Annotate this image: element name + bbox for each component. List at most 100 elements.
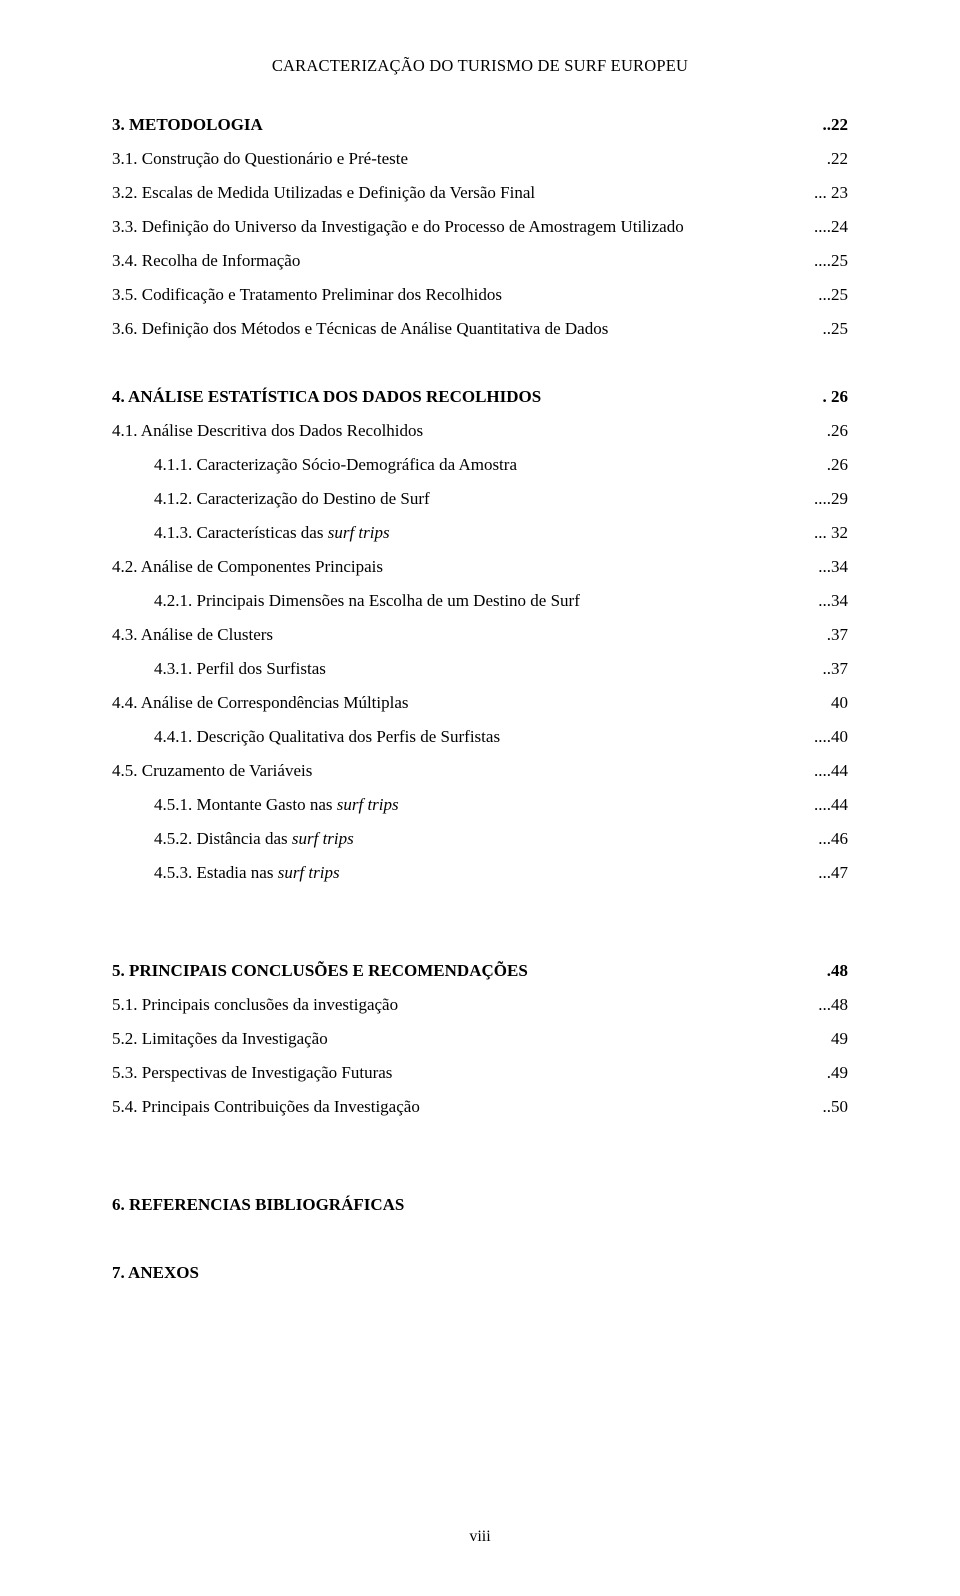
toc-entry: 5.4. Principais Contribuições da Investi…	[112, 1090, 848, 1124]
running-header: CARACTERIZAÇÃO DO TURISMO DE SURF EUROPE…	[112, 56, 848, 76]
toc-label: 4.4. Análise de Correspondências Múltipl…	[112, 686, 409, 720]
toc-heading: 6. REFERENCIAS BIBLIOGRÁFICAS	[112, 1188, 848, 1222]
toc-label: 4.5. Cruzamento de Variáveis	[112, 754, 312, 788]
toc-entry: 4.4.1. Descrição Qualitativa dos Perfis …	[112, 720, 848, 754]
toc-page: 40	[829, 686, 848, 720]
toc-page: ..50	[821, 1090, 849, 1124]
toc-leader	[354, 827, 817, 844]
toc-leader	[392, 1061, 824, 1078]
toc-leader	[608, 317, 820, 334]
toc-entry: 3.5. Codificação e Tratamento Preliminar…	[112, 278, 848, 312]
toc-entry: 3.1. Construção do Questionário e Pré-te…	[112, 142, 848, 176]
toc-leader	[398, 993, 816, 1010]
toc-page: .48	[825, 954, 848, 988]
toc-label: 4.4.1. Descrição Qualitativa dos Perfis …	[154, 720, 500, 754]
toc-gap	[112, 1124, 848, 1188]
toc-entry: 4.1. Análise Descritiva dos Dados Recolh…	[112, 414, 848, 448]
document-page: CARACTERIZAÇÃO DO TURISMO DE SURF EUROPE…	[0, 0, 960, 1596]
toc-page: .49	[825, 1056, 848, 1090]
toc-label: 3.2. Escalas de Medida Utilizadas e Defi…	[112, 176, 535, 210]
toc-label: 3.4. Recolha de Informação	[112, 244, 300, 278]
toc-entry: 3.2. Escalas de Medida Utilizadas e Defi…	[112, 176, 848, 210]
toc-entry: 4.5. Cruzamento de Variáveis ....44	[112, 754, 848, 788]
toc-label: 4.3. Análise de Clusters	[112, 618, 273, 652]
toc-label: 4.2.1. Principais Dimensões na Escolha d…	[154, 584, 580, 618]
toc-leader	[399, 793, 812, 810]
toc-label: 4. ANÁLISE ESTATÍSTICA DOS DADOS RECOLHI…	[112, 380, 541, 414]
toc-entry: 4.2.1. Principais Dimensões na Escolha d…	[112, 584, 848, 618]
toc-page: ..22	[821, 108, 849, 142]
toc-entry: 5.2. Limitações da Investigação49	[112, 1022, 848, 1056]
toc-leader	[328, 1027, 829, 1044]
toc-entry: 3.4. Recolha de Informação ....25	[112, 244, 848, 278]
toc-page: ....29	[812, 482, 848, 516]
toc-entry: 3.3. Definição do Universo da Investigaç…	[112, 210, 848, 244]
toc-label: 3. METODOLOGIA	[112, 108, 263, 142]
toc-leader	[340, 861, 817, 878]
toc-entry: 4.1.3. Características das surf trips...…	[112, 516, 848, 550]
toc-page: ...25	[816, 278, 848, 312]
toc-page: 49	[829, 1022, 848, 1056]
toc-label: 4.5.2. Distância das surf trips	[154, 822, 354, 856]
toc-leader	[517, 453, 825, 470]
toc-page: .22	[825, 142, 848, 176]
toc-leader	[541, 385, 820, 402]
toc-leader	[528, 959, 825, 976]
toc-entry: 4.3.1. Perfil dos Surfistas ..37	[112, 652, 848, 686]
toc-label: 3.3. Definição do Universo da Investigaç…	[112, 210, 684, 244]
toc-leader	[409, 691, 829, 708]
toc-entry: 4. ANÁLISE ESTATÍSTICA DOS DADOS RECOLHI…	[112, 380, 848, 414]
toc-leader	[535, 181, 812, 198]
toc-page: .26	[825, 414, 848, 448]
toc-entry: 4.1.2. Caracterização do Destino de Surf…	[112, 482, 848, 516]
toc-label: 3.6. Definição dos Métodos e Técnicas de…	[112, 312, 608, 346]
toc-leader	[383, 555, 816, 572]
toc-leader	[430, 487, 812, 504]
toc-leader	[408, 147, 825, 164]
toc-label: 4.3.1. Perfil dos Surfistas	[154, 652, 326, 686]
toc-page: ....25	[812, 244, 848, 278]
toc-page: ... 23	[812, 176, 848, 210]
toc-leader	[312, 759, 812, 776]
toc-entry: 5. PRINCIPAIS CONCLUSÕES E RECOMENDAÇÕES…	[112, 954, 848, 988]
toc-gap	[112, 346, 848, 380]
toc-entry: 4.2. Análise de Componentes Principais..…	[112, 550, 848, 584]
toc-page: ...47	[816, 856, 848, 890]
toc-label: 3.5. Codificação e Tratamento Preliminar…	[112, 278, 502, 312]
toc-leader	[326, 657, 821, 674]
toc-entry: 4.1.1. Caracterização Sócio-Demográfica …	[112, 448, 848, 482]
toc-page: ..25	[821, 312, 849, 346]
toc-entry: 5.3. Perspectivas de Investigação Futura…	[112, 1056, 848, 1090]
toc-label: 4.2. Análise de Componentes Principais	[112, 550, 383, 584]
toc-leader	[390, 521, 812, 538]
toc-label: 4.1.3. Características das surf trips	[154, 516, 390, 550]
toc-leader	[420, 1095, 821, 1112]
toc-heading: 7. ANEXOS	[112, 1256, 848, 1290]
table-of-contents: 3. METODOLOGIA ..223.1. Construção do Que…	[112, 108, 848, 1290]
toc-label: 4.5.1. Montante Gasto nas surf trips	[154, 788, 399, 822]
toc-entry: 5.1. Principais conclusões da investigaç…	[112, 988, 848, 1022]
toc-page: .37	[825, 618, 848, 652]
toc-label: 4.5.3. Estadia nas surf trips	[154, 856, 340, 890]
toc-leader	[300, 249, 812, 266]
toc-label: 5.3. Perspectivas de Investigação Futura…	[112, 1056, 392, 1090]
toc-leader	[502, 283, 816, 300]
toc-leader	[273, 623, 825, 640]
toc-label: 4.1. Análise Descritiva dos Dados Recolh…	[112, 414, 423, 448]
toc-label: 4.1.1. Caracterização Sócio-Demográfica …	[154, 448, 517, 482]
toc-page: ... 32	[812, 516, 848, 550]
toc-leader	[500, 725, 812, 742]
toc-page: ....24	[812, 210, 848, 244]
toc-page: ...34	[816, 584, 848, 618]
toc-entry: 4.3. Análise de Clusters .37	[112, 618, 848, 652]
toc-label: 5. PRINCIPAIS CONCLUSÕES E RECOMENDAÇÕES	[112, 954, 528, 988]
toc-leader	[580, 589, 816, 606]
toc-label: 5.4. Principais Contribuições da Investi…	[112, 1090, 420, 1124]
toc-page: ...34	[816, 550, 848, 584]
toc-page: ..37	[821, 652, 849, 686]
toc-page: ....44	[812, 754, 848, 788]
toc-page: ....40	[812, 720, 848, 754]
toc-entry: 4.5.3. Estadia nas surf trips ...47	[112, 856, 848, 890]
toc-leader	[423, 419, 825, 436]
toc-page: ...48	[816, 988, 848, 1022]
